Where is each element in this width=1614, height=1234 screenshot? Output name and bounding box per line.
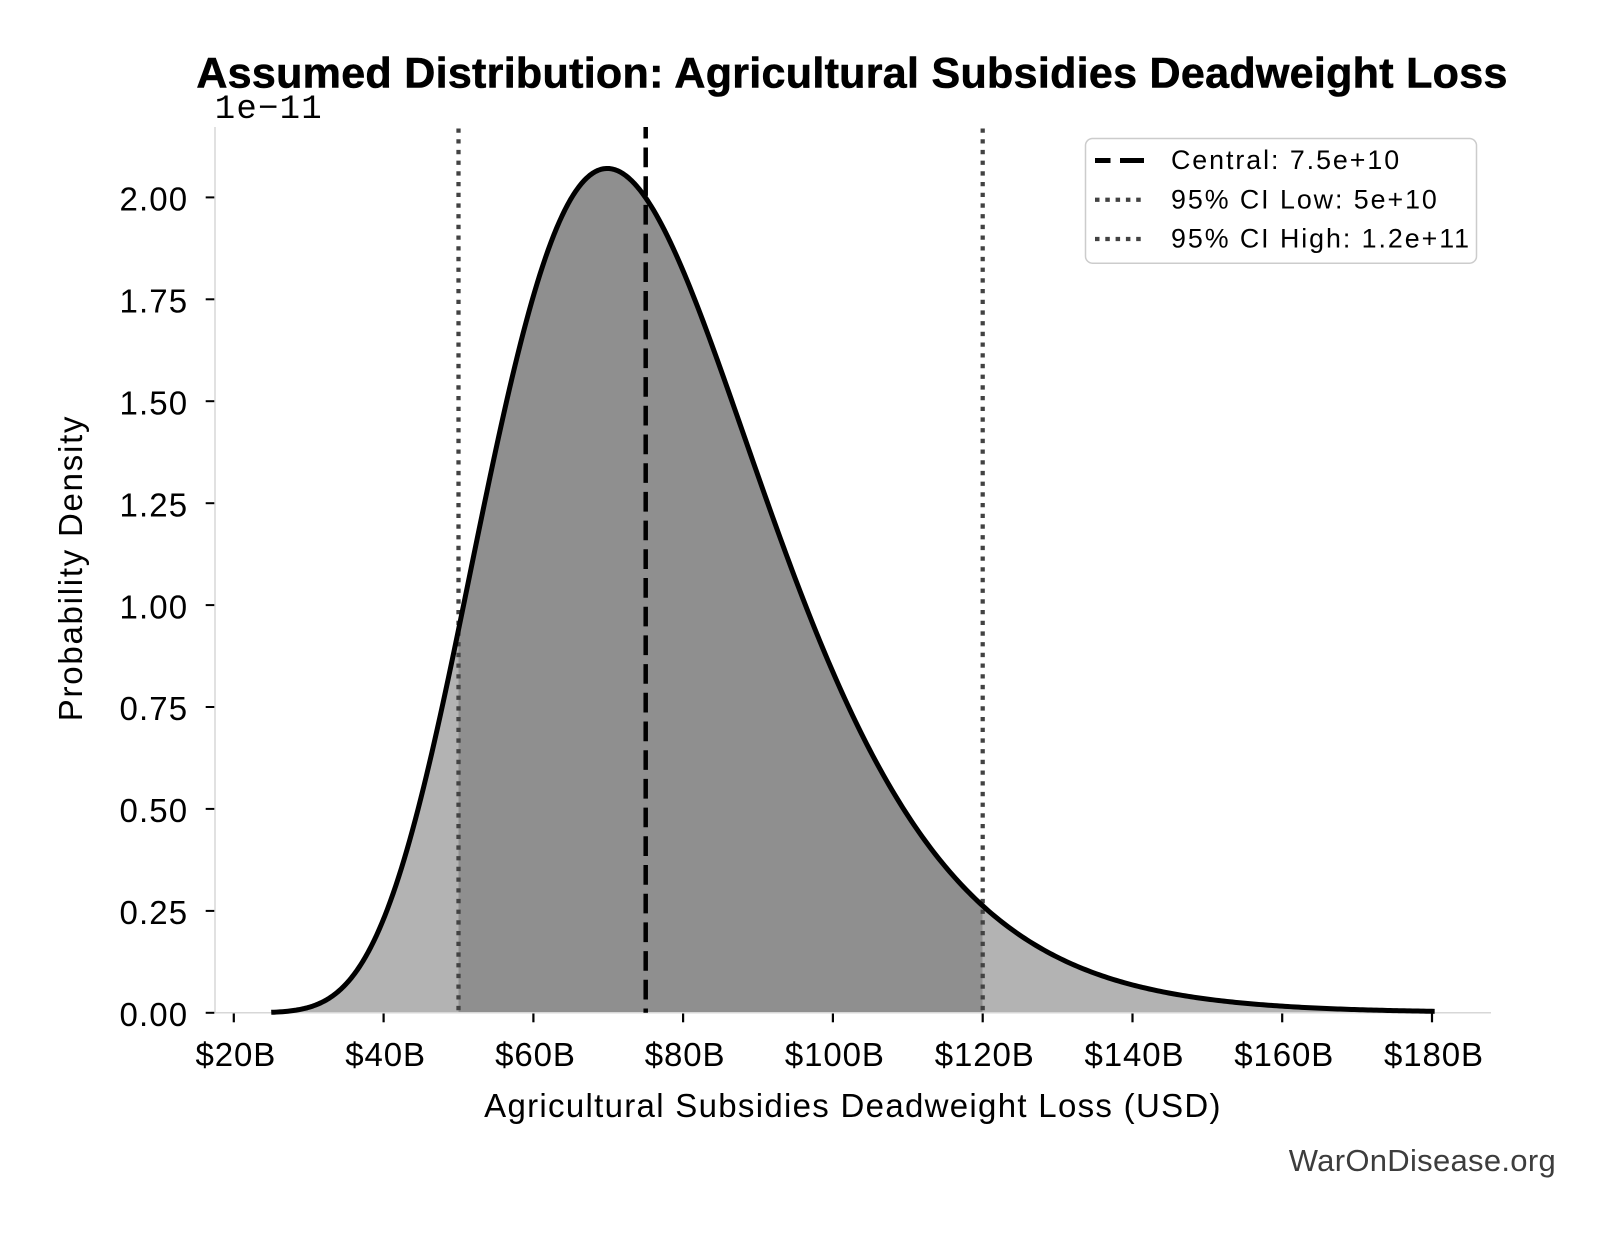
svg-text:$60B: $60B: [495, 1036, 576, 1073]
svg-text:0.75: 0.75: [120, 690, 189, 727]
svg-text:95% CI Low: 5e+10: 95% CI Low: 5e+10: [1171, 184, 1439, 214]
svg-text:1.75: 1.75: [120, 283, 189, 320]
svg-text:1.50: 1.50: [120, 384, 189, 421]
svg-text:Agricultural Subsidies Deadwei: Agricultural Subsidies Deadweight Loss (…: [484, 1087, 1222, 1124]
svg-text:95% CI High: 1.2e+11: 95% CI High: 1.2e+11: [1171, 224, 1471, 254]
svg-text:$160B: $160B: [1234, 1036, 1334, 1073]
svg-text:Central: 7.5e+10: Central: 7.5e+10: [1171, 145, 1401, 175]
svg-text:$20B: $20B: [195, 1036, 276, 1073]
svg-text:$180B: $180B: [1384, 1036, 1484, 1073]
svg-text:Probability Density: Probability Density: [52, 415, 89, 722]
svg-text:2.00: 2.00: [120, 181, 189, 218]
svg-text:$80B: $80B: [645, 1036, 726, 1073]
svg-text:WarOnDisease.org: WarOnDisease.org: [1289, 1143, 1556, 1178]
svg-text:0.00: 0.00: [120, 996, 189, 1033]
svg-text:$40B: $40B: [345, 1036, 426, 1073]
svg-text:$140B: $140B: [1085, 1036, 1185, 1073]
svg-text:0.50: 0.50: [120, 792, 189, 829]
svg-text:Assumed Distribution: Agricult: Assumed Distribution: Agricultural Subsi…: [196, 49, 1507, 97]
svg-text:$100B: $100B: [785, 1036, 885, 1073]
svg-text:1.00: 1.00: [120, 588, 189, 625]
svg-text:0.25: 0.25: [120, 894, 189, 931]
svg-text:1.25: 1.25: [120, 486, 189, 523]
svg-text:$120B: $120B: [935, 1036, 1035, 1073]
svg-text:1e−11: 1e−11: [215, 91, 323, 129]
